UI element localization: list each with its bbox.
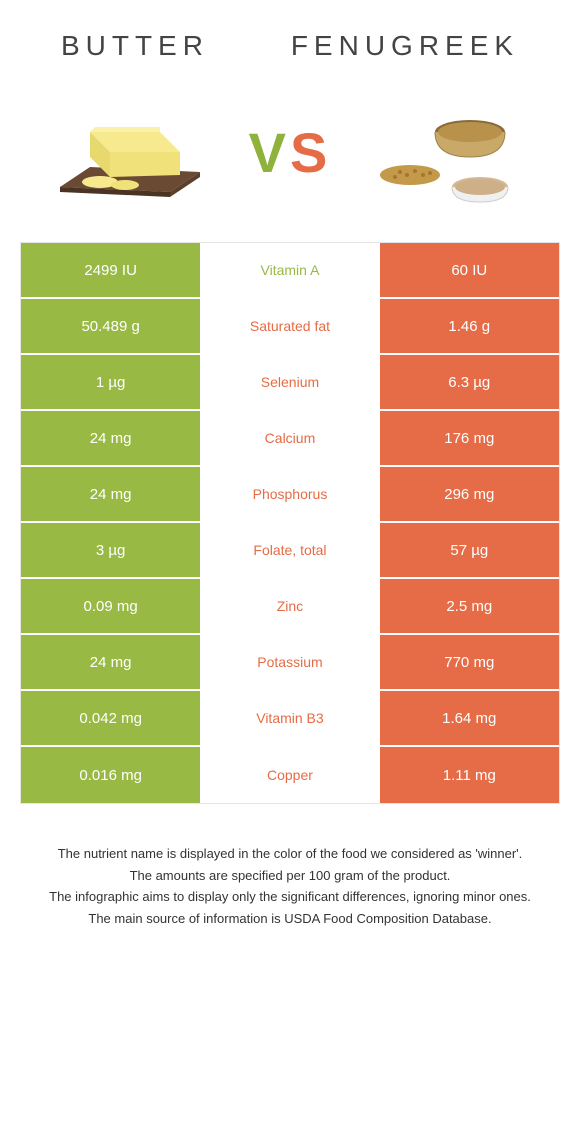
table-row: 24 mgPotassium770 mg bbox=[21, 635, 559, 691]
nutrient-name: Vitamin B3 bbox=[200, 691, 379, 745]
footnote-line: The amounts are specified per 100 gram o… bbox=[20, 866, 560, 886]
left-value: 24 mg bbox=[21, 635, 200, 689]
nutrient-name: Calcium bbox=[200, 411, 379, 465]
table-row: 24 mgCalcium176 mg bbox=[21, 411, 559, 467]
butter-image bbox=[50, 92, 210, 212]
left-value: 0.016 mg bbox=[21, 747, 200, 803]
table-row: 2499 IUVitamin A60 IU bbox=[21, 243, 559, 299]
right-food-title: Fenugreek bbox=[291, 30, 519, 62]
butter-icon bbox=[50, 97, 210, 207]
table-row: 0.042 mgVitamin B31.64 mg bbox=[21, 691, 559, 747]
right-value: 60 IU bbox=[380, 243, 559, 297]
footnote-line: The main source of information is USDA F… bbox=[20, 909, 560, 929]
left-value: 1 µg bbox=[21, 355, 200, 409]
right-value: 6.3 µg bbox=[380, 355, 559, 409]
right-value: 57 µg bbox=[380, 523, 559, 577]
vs-v: V bbox=[249, 121, 290, 184]
table-row: 24 mgPhosphorus296 mg bbox=[21, 467, 559, 523]
right-value: 2.5 mg bbox=[380, 579, 559, 633]
table-row: 0.09 mgZinc2.5 mg bbox=[21, 579, 559, 635]
images-row: VS bbox=[0, 82, 580, 242]
nutrient-name: Zinc bbox=[200, 579, 379, 633]
left-value: 24 mg bbox=[21, 411, 200, 465]
left-value: 0.042 mg bbox=[21, 691, 200, 745]
nutrient-table: 2499 IUVitamin A60 IU50.489 gSaturated f… bbox=[20, 242, 560, 804]
right-value: 1.46 g bbox=[380, 299, 559, 353]
nutrient-name: Saturated fat bbox=[200, 299, 379, 353]
nutrient-name: Selenium bbox=[200, 355, 379, 409]
left-food-title: Butter bbox=[61, 30, 209, 62]
left-value: 50.489 g bbox=[21, 299, 200, 353]
nutrient-name: Phosphorus bbox=[200, 467, 379, 521]
nutrient-name: Folate, total bbox=[200, 523, 379, 577]
header: Butter Fenugreek bbox=[0, 0, 580, 82]
right-value: 176 mg bbox=[380, 411, 559, 465]
footnote-line: The nutrient name is displayed in the co… bbox=[20, 844, 560, 864]
right-value: 296 mg bbox=[380, 467, 559, 521]
nutrient-name: Vitamin A bbox=[200, 243, 379, 297]
vs-s: S bbox=[290, 121, 331, 184]
left-value: 2499 IU bbox=[21, 243, 200, 297]
left-value: 0.09 mg bbox=[21, 579, 200, 633]
table-row: 1 µgSelenium6.3 µg bbox=[21, 355, 559, 411]
table-row: 50.489 gSaturated fat1.46 g bbox=[21, 299, 559, 355]
left-value: 24 mg bbox=[21, 467, 200, 521]
table-row: 3 µgFolate, total57 µg bbox=[21, 523, 559, 579]
fenugreek-image bbox=[370, 92, 530, 212]
left-value: 3 µg bbox=[21, 523, 200, 577]
fenugreek-icon bbox=[375, 97, 525, 207]
footnote-line: The infographic aims to display only the… bbox=[20, 887, 560, 907]
table-row: 0.016 mgCopper1.11 mg bbox=[21, 747, 559, 803]
vs-label: VS bbox=[249, 120, 332, 185]
right-value: 1.11 mg bbox=[380, 747, 559, 803]
nutrient-name: Copper bbox=[200, 747, 379, 803]
right-value: 770 mg bbox=[380, 635, 559, 689]
nutrient-name: Potassium bbox=[200, 635, 379, 689]
right-value: 1.64 mg bbox=[380, 691, 559, 745]
footnotes: The nutrient name is displayed in the co… bbox=[20, 844, 560, 928]
